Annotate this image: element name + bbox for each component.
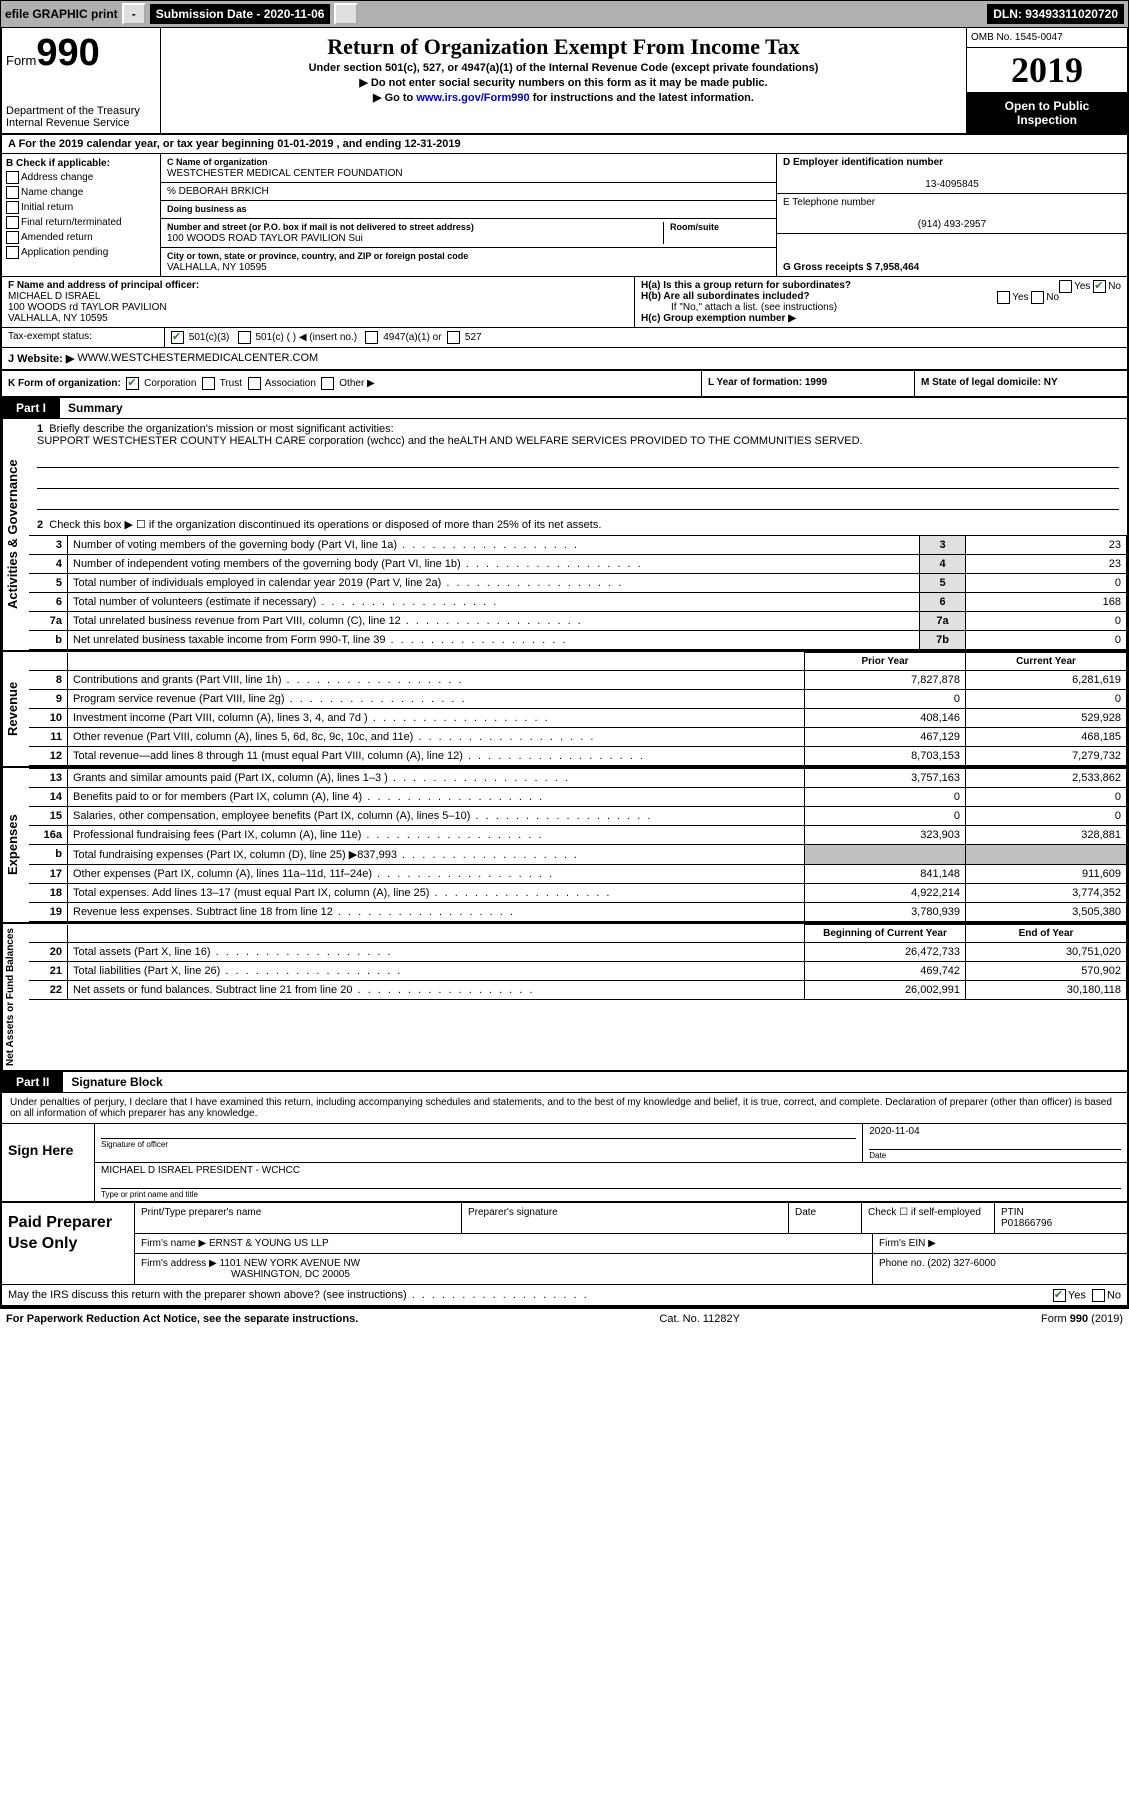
header-left: Form990 Department of the Treasury Inter…: [2, 28, 161, 133]
vert-netassets: Net Assets or Fund Balances: [2, 924, 29, 1070]
row-a: A For the 2019 calendar year, or tax yea…: [2, 135, 1127, 154]
table-row: 9Program service revenue (Part VIII, lin…: [29, 690, 1127, 709]
sign-here: Sign Here Signature of officer 2020-11-0…: [2, 1124, 1127, 1203]
table-row: 10Investment income (Part VIII, column (…: [29, 709, 1127, 728]
submission-date: Submission Date - 2020-11-06: [150, 4, 331, 24]
ein: 13-4095845: [783, 179, 1121, 190]
table-row: 3Number of voting members of the governi…: [29, 536, 1127, 555]
dept2: Internal Revenue Service: [6, 117, 156, 129]
paid-preparer: Paid Preparer Use Only Print/Type prepar…: [2, 1203, 1127, 1285]
header-center: Return of Organization Exempt From Incom…: [161, 28, 966, 133]
btn-efile: -: [122, 3, 146, 25]
box-f: F Name and address of principal officer:…: [2, 277, 635, 327]
table-row: 7aTotal unrelated business revenue from …: [29, 612, 1127, 631]
table-row: 11Other revenue (Part VIII, column (A), …: [29, 728, 1127, 747]
chk-pending[interactable]: Application pending: [6, 246, 156, 259]
table-row: bTotal fundraising expenses (Part IX, co…: [29, 845, 1127, 865]
form-title: Return of Organization Exempt From Incom…: [169, 34, 958, 60]
dln: DLN: 93493311020720: [987, 4, 1124, 24]
firm-name: ERNST & YOUNG US LLP: [209, 1238, 329, 1249]
vert-expenses: Expenses: [2, 768, 29, 922]
chk-name[interactable]: Name change: [6, 186, 156, 199]
vert-revenue: Revenue: [2, 652, 29, 766]
form-990: 990: [36, 32, 99, 74]
form-container: Form990 Department of the Treasury Inter…: [0, 28, 1129, 1309]
section-netassets: Net Assets or Fund Balances Beginning of…: [2, 924, 1127, 1072]
vert-governance: Activities & Governance: [2, 419, 29, 650]
rev-table: Prior Year Current Year 8Contributions a…: [29, 652, 1127, 766]
box-c: C Name of organization WESTCHESTER MEDIC…: [161, 154, 776, 276]
table-row: 14Benefits paid to or for members (Part …: [29, 788, 1127, 807]
part2-header: Part II Signature Block: [2, 1072, 1127, 1093]
box-h: H(a) Is this a group return for subordin…: [635, 277, 1127, 327]
table-row: 16aProfessional fundraising fees (Part I…: [29, 826, 1127, 845]
footer: For Paperwork Reduction Act Notice, see …: [0, 1309, 1129, 1329]
table-row: 22Net assets or fund balances. Subtract …: [29, 981, 1127, 1000]
section-b-to-g: B Check if applicable: Address change Na…: [2, 154, 1127, 277]
officer-name: MICHAEL D ISRAEL PRESIDENT - WCHCC: [101, 1165, 300, 1176]
section-governance: Activities & Governance 1 Briefly descri…: [2, 419, 1127, 652]
box-b: B Check if applicable: Address change Na…: [2, 154, 161, 276]
table-row: 18Total expenses. Add lines 13–17 (must …: [29, 884, 1127, 903]
table-row: 12Total revenue—add lines 8 through 11 (…: [29, 747, 1127, 766]
header-right: OMB No. 1545-0047 2019 Open to Public In…: [966, 28, 1127, 133]
table-row: bNet unrelated business taxable income f…: [29, 631, 1127, 650]
perjury-text: Under penalties of perjury, I declare th…: [2, 1093, 1127, 1124]
table-row: 15Salaries, other compensation, employee…: [29, 807, 1127, 826]
net-table: Beginning of Current Year End of Year 20…: [29, 924, 1127, 1000]
btn-blank: [334, 3, 357, 25]
table-row: 6Total number of volunteers (estimate if…: [29, 593, 1127, 612]
header-row: Form990 Department of the Treasury Inter…: [2, 28, 1127, 135]
omb: OMB No. 1545-0047: [967, 28, 1127, 48]
efile-label: efile GRAPHIC print: [5, 7, 118, 21]
row-tax-exempt: Tax-exempt status: 501(c)(3) 501(c) ( ) …: [2, 328, 1127, 348]
table-row: 4Number of independent voting members of…: [29, 555, 1127, 574]
org-name: WESTCHESTER MEDICAL CENTER FOUNDATION: [167, 168, 403, 179]
phone: (914) 493-2957: [783, 219, 1121, 230]
chk-address[interactable]: Address change: [6, 171, 156, 184]
box-d-e-g: D Employer identification number 13-4095…: [776, 154, 1127, 276]
gov-table: 3Number of voting members of the governi…: [29, 535, 1127, 650]
sub2: ▶ Do not enter social security numbers o…: [169, 76, 958, 89]
part1-header: Part I Summary: [2, 398, 1127, 419]
row-f-h: F Name and address of principal officer:…: [2, 277, 1127, 328]
discuss-row: May the IRS discuss this return with the…: [2, 1285, 1127, 1307]
open-public: Open to Public Inspection: [967, 93, 1127, 133]
city-state: VALHALLA, NY 10595: [167, 262, 267, 273]
care-of: % DEBORAH BRKICH: [167, 186, 269, 197]
chk-amended[interactable]: Amended return: [6, 231, 156, 244]
table-row: 13Grants and similar amounts paid (Part …: [29, 769, 1127, 788]
mission: 1 Briefly describe the organization's mi…: [29, 419, 1127, 514]
website-url: WWW.WESTCHESTERMEDICALCENTER.COM: [77, 352, 318, 365]
row-k-l-m: K Form of organization: Corporation Trus…: [2, 371, 1127, 398]
prep-phone: Phone no. (202) 327-6000: [873, 1254, 1127, 1284]
dept1: Department of the Treasury: [6, 105, 156, 117]
ptin: P01866796: [1001, 1218, 1052, 1229]
tax-year: 2019: [967, 48, 1127, 93]
exp-table: 13Grants and similar amounts paid (Part …: [29, 768, 1127, 922]
form-word: Form: [6, 53, 36, 68]
table-row: 21Total liabilities (Part X, line 26)469…: [29, 962, 1127, 981]
chk-initial[interactable]: Initial return: [6, 201, 156, 214]
sub1: Under section 501(c), 527, or 4947(a)(1)…: [169, 62, 958, 74]
section-expenses: Expenses 13Grants and similar amounts pa…: [2, 768, 1127, 924]
table-row: 17Other expenses (Part IX, column (A), l…: [29, 865, 1127, 884]
mission-text: SUPPORT WESTCHESTER COUNTY HEALTH CARE c…: [37, 435, 863, 447]
sub3: ▶ Go to www.irs.gov/Form990 for instruct…: [169, 91, 958, 104]
table-row: 5Total number of individuals employed in…: [29, 574, 1127, 593]
street-addr: 100 WOODS ROAD TAYLOR PAVILION Sui: [167, 233, 363, 244]
table-row: 8Contributions and grants (Part VIII, li…: [29, 671, 1127, 690]
table-row: 19Revenue less expenses. Subtract line 1…: [29, 903, 1127, 922]
irs-link[interactable]: www.irs.gov/Form990: [416, 92, 529, 104]
gross-receipts: G Gross receipts $ 7,958,464: [783, 262, 919, 273]
section-revenue: Revenue Prior Year Current Year 8Contrib…: [2, 652, 1127, 768]
table-row: 20Total assets (Part X, line 16)26,472,7…: [29, 943, 1127, 962]
top-bar: efile GRAPHIC print - Submission Date - …: [0, 0, 1129, 28]
chk-final[interactable]: Final return/terminated: [6, 216, 156, 229]
row-website: J Website: ▶ WWW.WESTCHESTERMEDICALCENTE…: [2, 348, 1127, 371]
